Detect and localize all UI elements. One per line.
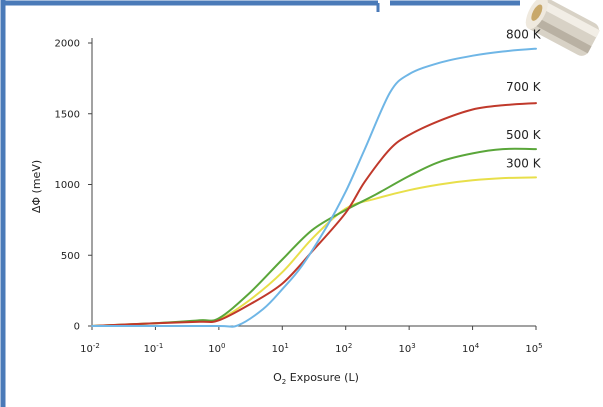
- y-tick-label: 0: [74, 322, 80, 333]
- series-label-800k: 800 K: [506, 28, 542, 42]
- decorative-border: [0, 0, 520, 407]
- x-tick-label: 100: [208, 342, 225, 355]
- x-tick-label: 102: [335, 342, 352, 355]
- series-layer: [91, 47, 537, 328]
- y-tick-label: 500: [61, 251, 80, 262]
- axes: 0 500 1000 1500 2000 10-2 10-1 100 101 102 103 104 1…: [30, 38, 543, 386]
- series-line-700k: [91, 102, 537, 327]
- y-tick-label: 1000: [55, 180, 80, 191]
- cylinder-decoration: [525, 0, 600, 56]
- y-axis-title: ΔΦ (meV): [30, 160, 43, 213]
- series-line-500k: [91, 147, 537, 327]
- x-tick-label: 10-2: [80, 342, 100, 355]
- series-label-700k: 700 K: [506, 80, 542, 94]
- y-tick-label: 1500: [55, 109, 80, 120]
- series-label-500k: 500 K: [506, 128, 542, 142]
- x-tick-label: 105: [525, 342, 542, 355]
- y-tick-label: 2000: [55, 39, 80, 50]
- x-tick-label: 103: [399, 342, 416, 355]
- series-line-300k: [91, 176, 537, 327]
- x-tick-label: 104: [462, 342, 480, 355]
- x-tick-label: 10-1: [144, 342, 164, 355]
- series-label-300k: 300 K: [506, 156, 542, 170]
- x-tick-label: 101: [272, 342, 289, 355]
- series-line-800k: [91, 47, 537, 328]
- labels-layer: 800 K 700 K 500 K 300 K: [506, 28, 542, 171]
- x-axis-title: O2 Exposure (L): [273, 371, 359, 386]
